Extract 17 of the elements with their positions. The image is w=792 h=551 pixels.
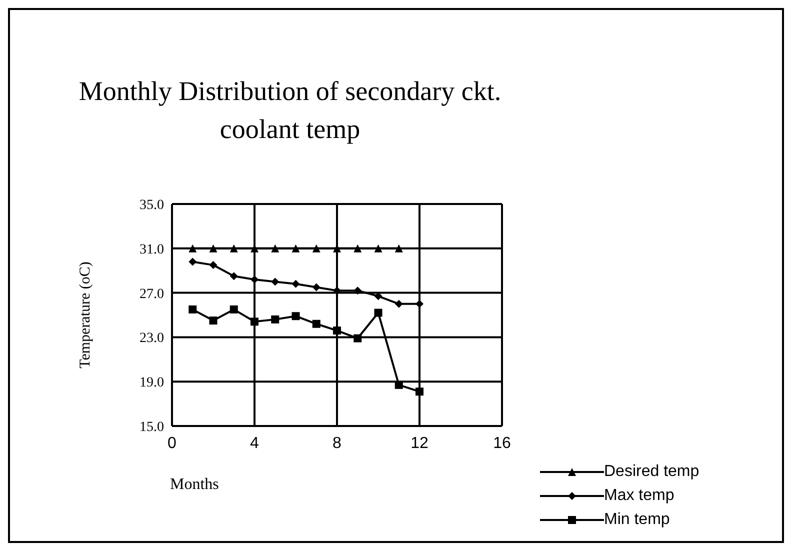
y-tick-label: 15.0 [140,420,164,435]
x-tick-label: 4 [250,435,260,452]
y-axis-title: Temperature (oC) [77,262,94,368]
x-tick-label: 0 [168,435,177,452]
chart-title: Monthly Distribution of secondary ckt. coolant temp [78,75,502,146]
y-tick-label: 35.0 [140,198,164,213]
y-tick-label: 23.0 [140,331,164,346]
y-tick-label: 19.0 [140,376,164,391]
y-tick-label: 27.0 [140,286,164,302]
legend-label: Min temp [604,511,670,529]
y-tick-label: 31.0 [140,242,164,258]
legend-label: Max temp [604,487,674,505]
legend-label: Desired temp [604,463,700,481]
x-axis-title: Months [170,476,219,494]
x-tick-label: 8 [332,435,342,452]
x-tick-label: 16 [493,435,511,452]
x-tick-label: 12 [410,435,428,452]
